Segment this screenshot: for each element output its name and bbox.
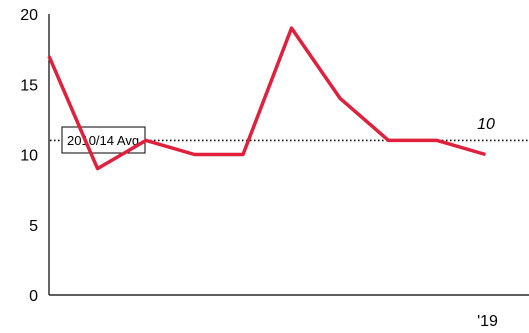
reference-label: 2010/14 Avg: [61, 126, 146, 154]
y-tick-label: 5: [29, 218, 38, 235]
y-tick-label: 0: [29, 288, 38, 305]
annotations: 10: [477, 116, 495, 133]
reference-line-group: 2010/14 Avg: [50, 126, 529, 154]
reference-label-text: 2010/14 Avg: [67, 133, 139, 148]
y-tick-label: 15: [20, 77, 38, 94]
series-group: [47, 26, 486, 171]
x-tick-label: '19: [477, 313, 498, 330]
last-value-label: 10: [477, 116, 495, 133]
y-tick-label: 20: [20, 7, 38, 24]
y-tick-label: 10: [20, 148, 38, 165]
x-tick-labels: '19: [477, 313, 498, 330]
series-line: [47, 26, 486, 171]
y-tick-labels: 0 5 10 15 20: [20, 7, 38, 305]
